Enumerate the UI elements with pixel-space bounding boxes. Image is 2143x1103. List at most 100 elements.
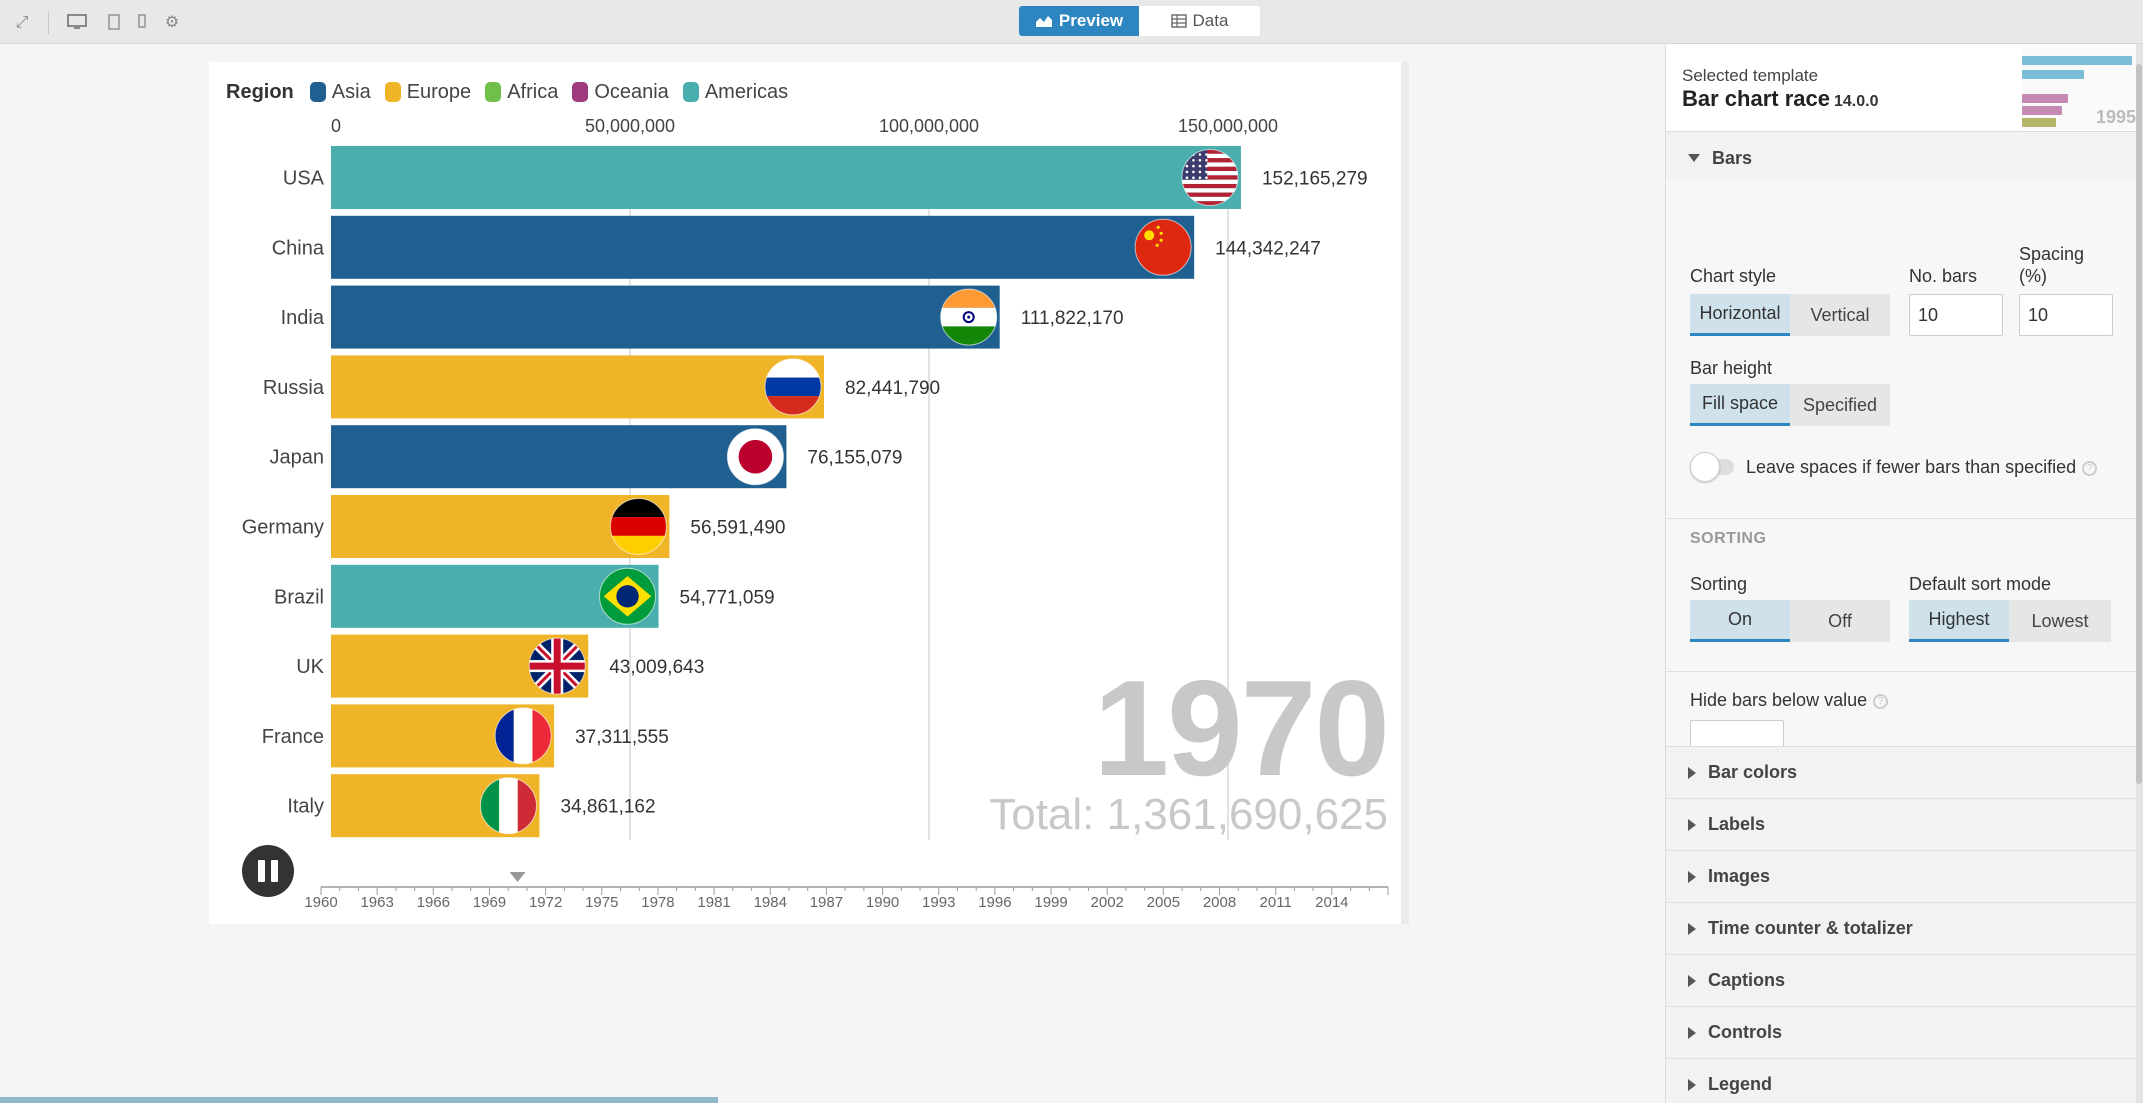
x-tick-label: 50,000,000: [585, 116, 675, 136]
sorting-off[interactable]: Off: [1790, 600, 1890, 642]
year-counter: 1970: [1093, 652, 1390, 804]
thumbnail-bar: [2022, 56, 2132, 65]
flag-china-icon: [1134, 218, 1192, 276]
thumbnail-bar: [2022, 94, 2068, 103]
fullscreen-icon[interactable]: ⤢: [15, 14, 29, 31]
bar-value-label: 144,342,247: [1215, 238, 1321, 259]
timeline-tick-label: 2002: [1091, 894, 1124, 911]
bar-china: [331, 215, 1195, 279]
chart-style-horizontal[interactable]: Horizontal: [1690, 294, 1790, 336]
chart-legend: Region Asia Europe Africa Oceania Americ…: [226, 80, 802, 104]
sort-mode-lowest[interactable]: Lowest: [2009, 600, 2111, 642]
section-bar-colors[interactable]: Bar colors: [1666, 747, 2136, 799]
bar-height-selector: Fill space Specified: [1690, 384, 1890, 426]
page-load-progress: [0, 1097, 718, 1103]
leave-spaces-toggle[interactable]: [1690, 452, 1736, 482]
section-controls[interactable]: Controls: [1666, 1007, 2136, 1059]
flag-uk-icon: [528, 637, 586, 695]
thumbnail-year: 1995: [2095, 107, 2136, 127]
timeline-tick-label: 1981: [697, 894, 730, 911]
desktop-view-icon[interactable]: [67, 13, 87, 33]
section-label: Images: [1708, 866, 1771, 886]
panel-scrollbar[interactable]: [2135, 44, 2143, 1103]
section-time-counter[interactable]: Time counter & totalizer: [1666, 903, 2136, 955]
scrollbar-thumb[interactable]: [2136, 64, 2142, 784]
timeline-tick-label: 1996: [978, 894, 1011, 911]
bar-category-label: USA: [283, 168, 325, 190]
template-title: Bar chart race: [1682, 86, 1830, 111]
legend-label: Asia: [331, 80, 371, 103]
spacing-label: Spacing: [2019, 244, 2085, 264]
timeline-tick-label: 1975: [585, 894, 618, 911]
data-tab[interactable]: Data: [1139, 6, 1260, 36]
preview-tab[interactable]: Preview: [1019, 6, 1139, 36]
bar-value-label: 56,591,490: [690, 518, 785, 539]
bar-height-fill-space[interactable]: Fill space: [1690, 384, 1790, 426]
no-bars-input[interactable]: 10: [1909, 294, 2003, 336]
section-images[interactable]: Images: [1666, 851, 2136, 903]
bar-value-label: 152,165,279: [1262, 169, 1368, 190]
table-grid-icon: [1170, 14, 1187, 28]
help-icon[interactable]: ?: [2082, 460, 2098, 476]
bar-value-label: 111,822,170: [1021, 308, 1124, 329]
legend-label: Africa: [507, 80, 559, 103]
bar-category-label: China: [272, 237, 325, 259]
bar-category-label: India: [281, 307, 325, 329]
timeline-handle[interactable]: [509, 872, 526, 882]
section-labels[interactable]: Labels: [1666, 799, 2136, 851]
leave-spaces-label: Leave spaces if fewer bars than specifie…: [1746, 457, 2077, 477]
pause-icon-bar: [258, 860, 265, 882]
timeline-tick-label: 1999: [1034, 894, 1067, 911]
sort-mode-label: Default sort mode: [1909, 574, 2052, 594]
bar-height-specified[interactable]: Specified: [1790, 384, 1890, 426]
section-label: Time counter & totalizer: [1708, 918, 1913, 938]
bar-value-label: 76,155,079: [807, 448, 902, 469]
timeline-tick-label: 1966: [417, 894, 450, 911]
flag-india-icon: [940, 288, 998, 346]
template-header[interactable]: Selected template Bar chart race 14.0.0 1…: [1666, 44, 2136, 132]
toggle-knob: [1690, 452, 1720, 482]
tablet-view-icon[interactable]: [104, 13, 124, 33]
bar-category-label: Japan: [270, 447, 325, 469]
x-tick-label: 0: [331, 116, 341, 136]
sort-mode-highest[interactable]: Highest: [1909, 600, 2009, 642]
caret-right-icon: [1688, 766, 1696, 779]
section-divider: [1666, 671, 2136, 672]
section-legend[interactable]: Legend: [1666, 1059, 2136, 1103]
selected-template-label: Selected template: [1682, 66, 1819, 85]
timeline-tick-label: 1972: [529, 894, 562, 911]
settings-gear-icon[interactable]: ⚙: [164, 14, 180, 31]
timeline-tick-label: 1984: [754, 894, 787, 911]
legend-item-africa[interactable]: Africa: [485, 81, 558, 104]
leave-spaces-text: Leave spaces if fewer bars than specifie…: [1746, 457, 2098, 478]
flag-italy-icon: [479, 777, 537, 835]
legend-label: Americas: [704, 80, 789, 103]
thumbnail-bar: [2022, 106, 2062, 115]
spacing-input[interactable]: 10: [2019, 294, 2113, 336]
help-icon[interactable]: ?: [1873, 693, 1889, 709]
section-label: Controls: [1708, 1022, 1782, 1042]
template-name: Bar chart race 14.0.0: [1682, 86, 1878, 112]
caret-right-icon: [1688, 1026, 1696, 1039]
sorting-on[interactable]: On: [1690, 600, 1790, 642]
section-label: Bar colors: [1708, 762, 1798, 782]
legend-item-europe[interactable]: Europe: [384, 80, 472, 104]
hide-bars-label: Hide bars below value: [1690, 690, 1868, 710]
timeline-tick-label: 1963: [360, 894, 393, 911]
section-captions[interactable]: Captions: [1666, 955, 2136, 1007]
legend-label: Europe: [406, 80, 472, 103]
legend-item-americas[interactable]: Americas: [682, 80, 789, 104]
chart-style-selector: Horizontal Vertical: [1690, 294, 1890, 336]
x-tick-label: 100,000,000: [879, 116, 979, 136]
bar-chart-race: 0 50,000,000 100,000,000 150,000,000 USA 152,…: [242, 116, 1389, 911]
legend-item-asia[interactable]: Asia: [309, 80, 371, 104]
section-label: Captions: [1708, 970, 1786, 990]
bar-category-label: Germany: [242, 517, 324, 539]
chart-style-vertical[interactable]: Vertical: [1790, 294, 1890, 336]
legend-item-oceania[interactable]: Oceania: [572, 81, 669, 104]
mobile-view-icon[interactable]: [132, 13, 152, 33]
pause-button[interactable]: [242, 845, 294, 897]
section-bars[interactable]: Bars: [1666, 132, 2136, 184]
toolbar-divider: [48, 12, 49, 34]
legend-swatch: [572, 82, 589, 102]
